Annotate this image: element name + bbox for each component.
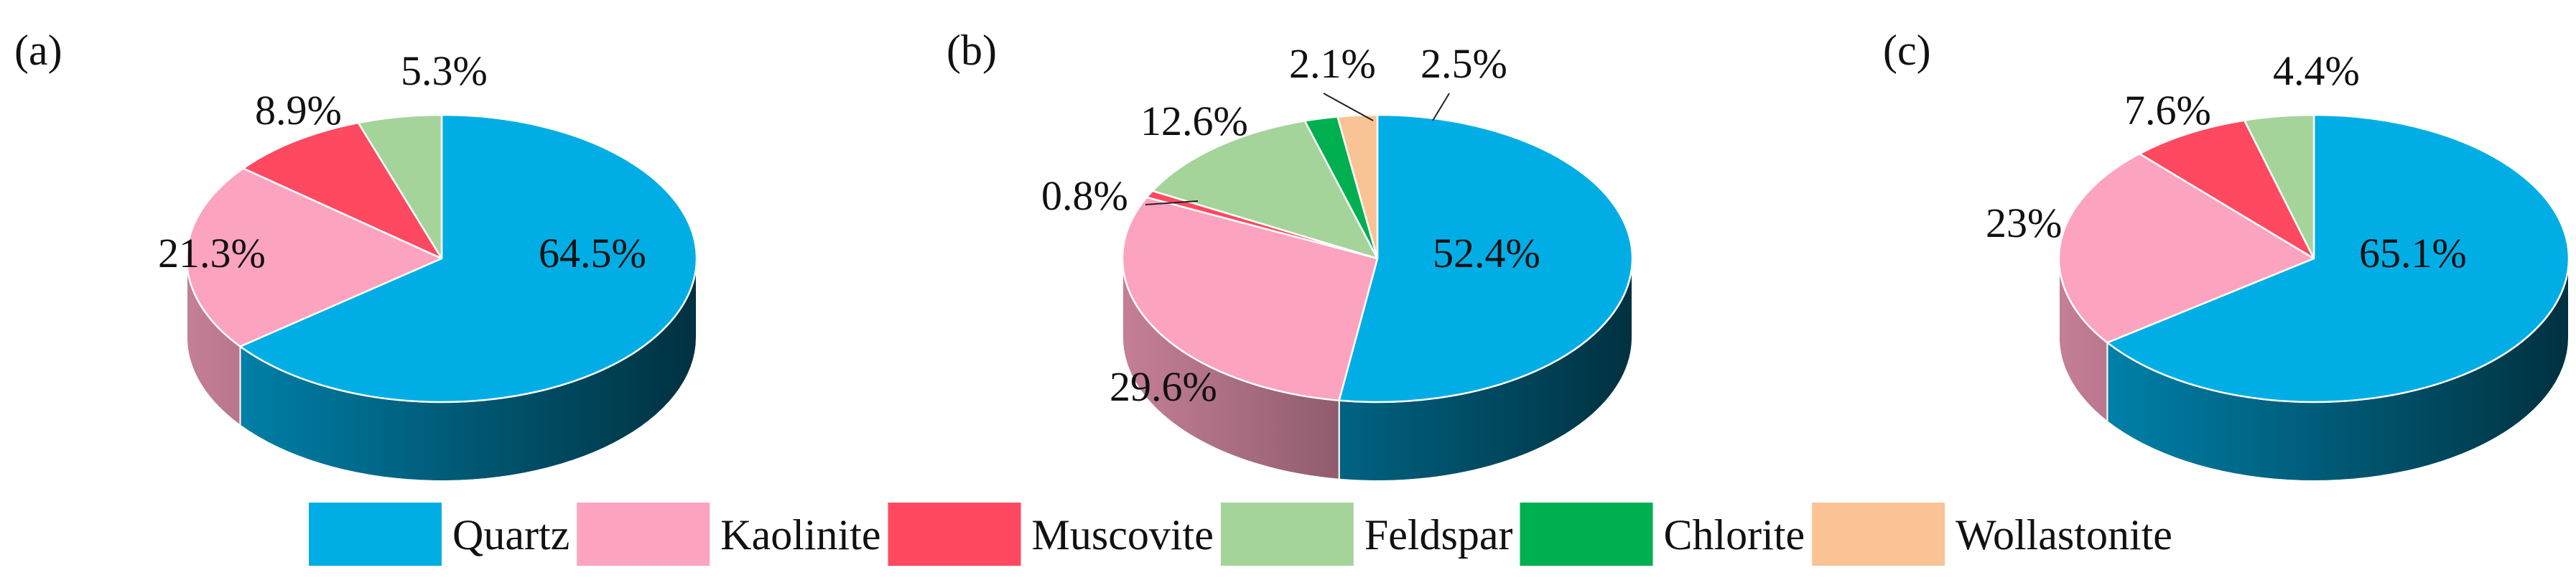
pie-slice-kaolinite xyxy=(185,167,443,348)
legend-swatch xyxy=(1220,503,1354,566)
data-label-wollastonite: 2.5% xyxy=(1420,40,1507,87)
leader-line-muscovite xyxy=(1145,200,1199,205)
legend-item-kaolinite: Kaolinite xyxy=(577,503,881,566)
pie-panel-c: 65.1% 23% 7.6% 4.4% (c) xyxy=(1883,27,2570,482)
data-label-feldspar: 5.3% xyxy=(401,47,488,94)
pie-slice-muscovite xyxy=(242,121,443,260)
pie-slice-quartz xyxy=(1338,113,1634,404)
legend-item-wollastonite: Wollastonite xyxy=(1812,503,2172,566)
pie-slice-quartz xyxy=(2106,113,2570,404)
legend-swatch xyxy=(1812,503,1945,566)
legend: Quartz Kaolinite Muscovite Feldspar Chlorite… xyxy=(309,503,2172,566)
legend-item-feldspar: Feldspar xyxy=(1220,503,1513,566)
leader-line-chlorite xyxy=(1323,93,1374,121)
legend-label: Quartz xyxy=(452,511,569,559)
panel-label: (b) xyxy=(947,27,997,74)
data-label-muscovite: 8.9% xyxy=(255,87,342,134)
pie-slice-kaolinite xyxy=(1121,196,1379,401)
data-label-muscovite: 0.8% xyxy=(1041,172,1128,219)
pie-slice-wollastonite xyxy=(1336,113,1379,260)
legend-label: Feldspar xyxy=(1364,511,1513,559)
legend-label: Wollastonite xyxy=(1956,511,2172,559)
leader-line-wollastonite xyxy=(1432,93,1450,121)
legend-item-quartz: Quartz xyxy=(309,503,569,566)
legend-swatch xyxy=(1520,503,1653,566)
data-label-quartz: 52.4% xyxy=(1433,230,1540,276)
pie-panel-a: 64.5% 21.3% 8.9% 5.3% (a) xyxy=(14,27,698,482)
pie-slice-quartz xyxy=(239,113,698,404)
legend-swatch xyxy=(888,503,1021,566)
legend-label: Muscovite xyxy=(1032,511,1214,559)
data-label-chlorite: 2.1% xyxy=(1289,40,1376,87)
pie-slice-feldspar xyxy=(1151,120,1379,260)
data-label-feldspar: 4.4% xyxy=(2273,47,2360,94)
panel-label: (a) xyxy=(14,27,62,74)
data-label-feldspar: 12.6% xyxy=(1140,98,1248,144)
legend-label: Chlorite xyxy=(1663,511,1805,559)
pie-slice-muscovite xyxy=(2138,119,2315,260)
data-label-kaolinite: 21.3% xyxy=(158,230,266,276)
pie-panel-b: 52.4% 29.6% 0.8% 12.6% 2.1% 2.5% (b) xyxy=(947,27,1634,482)
pie-slice-feldspar xyxy=(2243,113,2315,260)
data-label-quartz: 65.1% xyxy=(2359,230,2467,276)
pie-slice-kaolinite xyxy=(2057,152,2315,344)
legend-item-muscovite: Muscovite xyxy=(888,503,1214,566)
legend-label: Kaolinite xyxy=(720,511,880,559)
data-label-muscovite: 7.6% xyxy=(2124,87,2211,134)
panel-label: (c) xyxy=(1883,27,1931,74)
pie-slice-feldspar xyxy=(357,113,443,260)
data-label-kaolinite: 29.6% xyxy=(1110,363,1217,410)
data-label-quartz: 64.5% xyxy=(539,230,646,276)
data-label-kaolinite: 23% xyxy=(1986,200,2062,246)
legend-swatch xyxy=(309,503,442,566)
legend-item-chlorite: Chlorite xyxy=(1520,503,1805,566)
legend-swatch xyxy=(577,503,710,566)
